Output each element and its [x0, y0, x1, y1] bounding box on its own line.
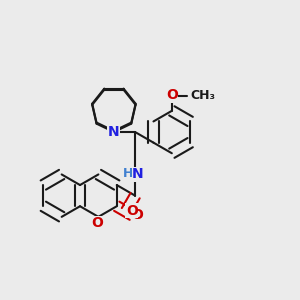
Text: O: O — [91, 216, 103, 230]
Text: N: N — [108, 125, 120, 139]
Text: O: O — [132, 208, 144, 222]
Text: H: H — [123, 167, 133, 180]
Text: N: N — [132, 167, 144, 182]
Text: O: O — [126, 204, 138, 218]
Text: O: O — [166, 88, 178, 102]
Text: CH₃: CH₃ — [190, 89, 215, 103]
